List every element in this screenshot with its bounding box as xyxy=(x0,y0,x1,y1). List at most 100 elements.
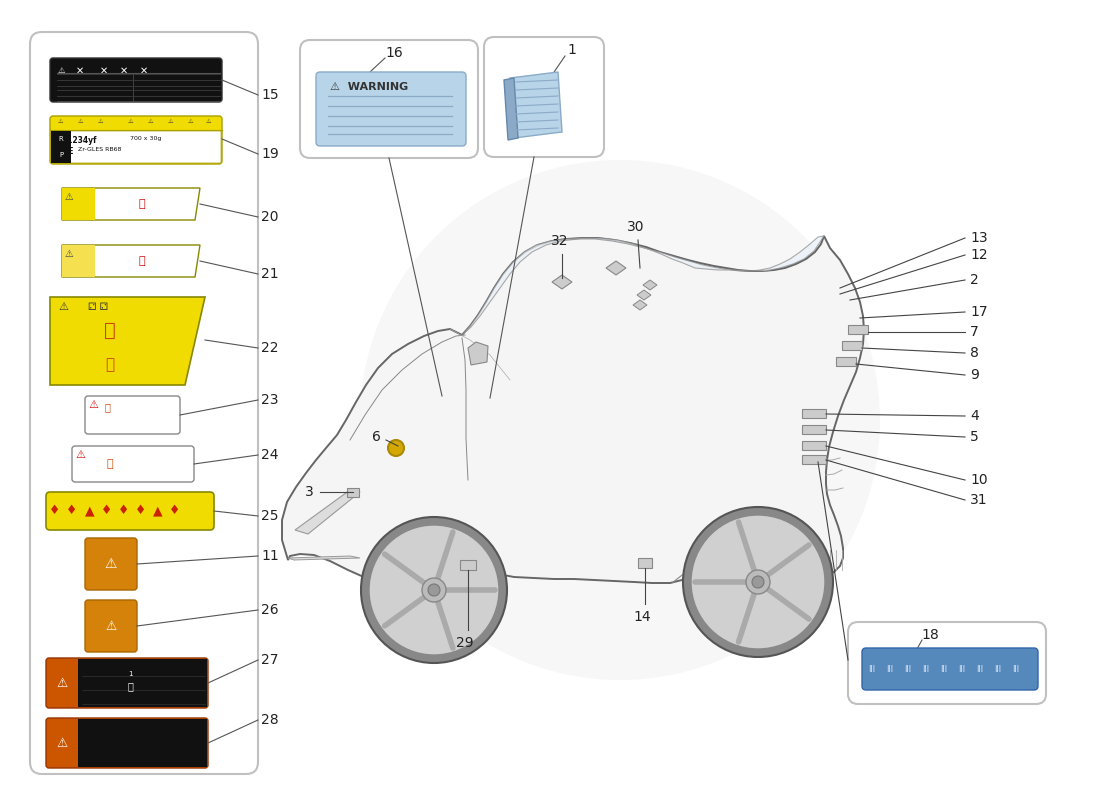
Text: 16: 16 xyxy=(385,46,403,60)
Circle shape xyxy=(746,570,770,594)
Text: POE: POE xyxy=(56,147,74,156)
Text: |||: ||| xyxy=(994,666,1002,673)
Circle shape xyxy=(368,525,499,655)
FancyBboxPatch shape xyxy=(85,396,180,434)
Text: 32: 32 xyxy=(551,234,569,248)
Text: ♦: ♦ xyxy=(101,505,112,518)
Text: ⚠: ⚠ xyxy=(128,119,133,124)
Polygon shape xyxy=(510,72,562,138)
FancyBboxPatch shape xyxy=(30,32,258,774)
Text: ⚠: ⚠ xyxy=(57,119,63,124)
Text: ♦: ♦ xyxy=(169,505,180,518)
FancyBboxPatch shape xyxy=(51,131,221,163)
Text: 25: 25 xyxy=(261,509,278,523)
Text: ♦: ♦ xyxy=(119,505,130,518)
Text: |||: ||| xyxy=(940,666,947,673)
Text: 1: 1 xyxy=(128,671,132,677)
Text: 18: 18 xyxy=(921,628,939,642)
Text: ⚠: ⚠ xyxy=(147,119,153,124)
Polygon shape xyxy=(606,261,626,275)
Text: ♦: ♦ xyxy=(50,505,60,518)
Text: ✕: ✕ xyxy=(100,66,108,76)
Text: 6: 6 xyxy=(372,430,381,444)
Text: 9: 9 xyxy=(970,368,979,382)
Text: 22: 22 xyxy=(261,341,278,355)
Text: 🚗: 🚗 xyxy=(104,402,111,412)
Bar xyxy=(100,194,185,214)
Text: eurosp  ces: eurosp ces xyxy=(451,314,829,466)
Text: |||: ||| xyxy=(923,666,930,673)
Polygon shape xyxy=(637,290,651,300)
Text: a passion for parts since 1995: a passion for parts since 1995 xyxy=(354,392,767,528)
Text: 🚗: 🚗 xyxy=(106,358,114,373)
Text: 3: 3 xyxy=(306,485,313,499)
FancyBboxPatch shape xyxy=(862,648,1038,690)
Text: |||: ||| xyxy=(958,666,966,673)
Text: ✕: ✕ xyxy=(120,66,128,76)
Text: 🚗: 🚗 xyxy=(139,256,145,266)
Bar xyxy=(460,560,476,570)
Text: 19: 19 xyxy=(261,147,278,161)
Polygon shape xyxy=(295,490,360,534)
Text: 14: 14 xyxy=(634,610,651,624)
Text: 13: 13 xyxy=(970,231,988,245)
Circle shape xyxy=(691,515,825,649)
Text: |||: ||| xyxy=(1012,666,1020,673)
Text: ♦: ♦ xyxy=(66,505,78,518)
Text: |||: ||| xyxy=(904,666,912,673)
FancyBboxPatch shape xyxy=(50,58,222,102)
Text: ✕: ✕ xyxy=(140,66,148,76)
FancyBboxPatch shape xyxy=(50,116,222,164)
Text: 29: 29 xyxy=(456,636,474,650)
Text: ⚠: ⚠ xyxy=(187,119,192,124)
Polygon shape xyxy=(62,188,200,220)
Bar xyxy=(78,659,207,707)
FancyBboxPatch shape xyxy=(85,600,138,652)
Text: 23: 23 xyxy=(261,393,278,407)
Text: ⚠: ⚠ xyxy=(97,119,102,124)
Text: 7: 7 xyxy=(970,325,979,339)
Polygon shape xyxy=(462,236,824,335)
Text: 11: 11 xyxy=(261,549,278,563)
Bar xyxy=(802,425,826,434)
Text: 🚗: 🚗 xyxy=(107,459,113,469)
Polygon shape xyxy=(62,245,95,277)
Text: ⚠: ⚠ xyxy=(58,66,66,75)
Bar xyxy=(802,441,826,450)
Circle shape xyxy=(752,576,764,588)
Bar xyxy=(638,558,652,568)
Polygon shape xyxy=(282,236,864,583)
Text: ⚠: ⚠ xyxy=(167,119,173,124)
Text: 12: 12 xyxy=(970,248,988,262)
Text: ⚁ ⚁: ⚁ ⚁ xyxy=(88,302,108,312)
Text: 1: 1 xyxy=(566,43,576,57)
FancyBboxPatch shape xyxy=(72,446,194,482)
Text: 21: 21 xyxy=(261,267,278,281)
Polygon shape xyxy=(644,280,657,290)
Text: ⚠: ⚠ xyxy=(58,302,68,312)
Text: ⚠: ⚠ xyxy=(75,450,85,460)
FancyBboxPatch shape xyxy=(484,37,604,157)
Text: ⚠: ⚠ xyxy=(88,400,98,410)
Text: 28: 28 xyxy=(261,713,278,727)
Text: ⚠: ⚠ xyxy=(106,619,117,633)
Bar xyxy=(848,325,868,334)
Text: 🚗: 🚗 xyxy=(104,321,116,339)
Text: ⚠  WARNING: ⚠ WARNING xyxy=(330,82,408,92)
Text: 🚗: 🚗 xyxy=(139,199,145,209)
FancyBboxPatch shape xyxy=(85,538,138,590)
Text: R  1234yf: R 1234yf xyxy=(56,136,97,145)
Text: 700 x 30g: 700 x 30g xyxy=(130,136,162,141)
Polygon shape xyxy=(504,78,518,140)
Text: 24: 24 xyxy=(261,448,278,462)
Text: |||: ||| xyxy=(868,666,876,673)
Text: 30: 30 xyxy=(627,220,645,234)
Bar xyxy=(51,131,72,147)
Text: 17: 17 xyxy=(970,305,988,319)
Polygon shape xyxy=(632,300,647,310)
Text: ▲: ▲ xyxy=(85,505,95,518)
Bar xyxy=(842,341,862,350)
Bar xyxy=(51,147,72,163)
Text: 8: 8 xyxy=(970,346,979,360)
FancyBboxPatch shape xyxy=(46,492,214,530)
